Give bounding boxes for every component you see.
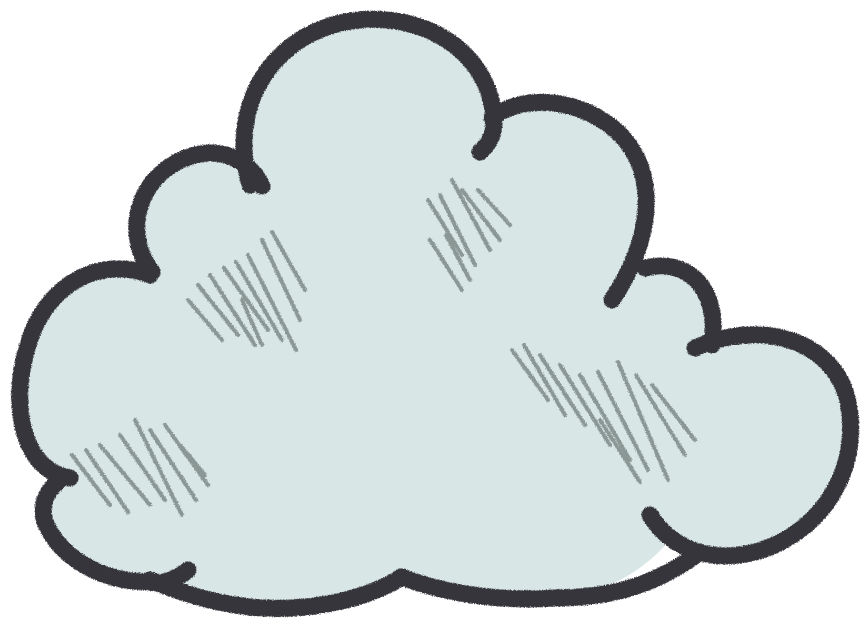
cloud-outline [11, 10, 860, 617]
shading-hatch [70, 178, 697, 517]
cloud-body [19, 21, 851, 607]
